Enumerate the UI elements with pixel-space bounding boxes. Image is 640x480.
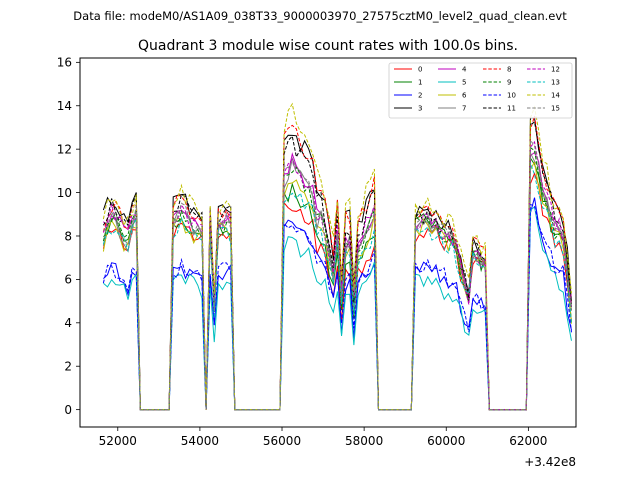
legend-label-10: 10 xyxy=(507,92,516,100)
x-tick-label: 58000 xyxy=(345,434,383,448)
plot-border xyxy=(79,57,577,428)
x-tick-label: 52000 xyxy=(99,434,137,448)
legend-label-3: 3 xyxy=(418,105,422,113)
series-line-5 xyxy=(103,205,572,411)
legend-label-2: 2 xyxy=(418,92,422,100)
suptitle: Data file: modeM0/AS1A09_038T33_90000039… xyxy=(73,9,567,23)
legend-label-12: 12 xyxy=(551,66,560,74)
legend-frame xyxy=(388,62,573,119)
legend-label-8: 8 xyxy=(507,66,511,74)
series-line-13 xyxy=(102,162,572,411)
series-line-8 xyxy=(102,115,572,411)
legend-label-15: 15 xyxy=(551,105,560,113)
y-tick-label: 10 xyxy=(57,186,72,200)
y-tick-label: 0 xyxy=(64,403,72,417)
chart-title: Quadrant 3 module wise count rates with … xyxy=(138,38,518,54)
series-line-14 xyxy=(102,102,572,411)
series-line-12 xyxy=(102,140,572,411)
series-line-15 xyxy=(103,138,572,411)
legend-label-7: 7 xyxy=(462,105,466,113)
x-tick-label: 60000 xyxy=(427,434,465,448)
y-tick-label: 4 xyxy=(64,316,72,330)
legend-label-5: 5 xyxy=(462,79,466,87)
y-tick-label: 2 xyxy=(64,360,72,374)
x-tick-label: 62000 xyxy=(509,434,547,448)
x-tick-label: 56000 xyxy=(263,434,301,448)
legend-label-11: 11 xyxy=(507,105,516,113)
legend-label-0: 0 xyxy=(418,66,422,74)
x-offset-label: +3.42e8 xyxy=(524,455,576,469)
y-tick-label: 12 xyxy=(57,142,72,156)
series-line-10 xyxy=(102,203,572,411)
legend-label-13: 13 xyxy=(551,79,560,87)
y-tick-label: 16 xyxy=(57,56,72,70)
legend-label-4: 4 xyxy=(462,66,467,74)
series-layer xyxy=(102,102,572,411)
legend-label-9: 9 xyxy=(507,79,511,87)
y-tick-label: 8 xyxy=(64,229,72,243)
x-tick-label: 54000 xyxy=(181,434,219,448)
plot-area: 52000 54000 56000 58000 60000 62000 024681012… xyxy=(57,56,577,469)
x-axis: 52000 54000 56000 58000 60000 62000 xyxy=(99,427,547,448)
legend-label-6: 6 xyxy=(462,92,467,100)
y-tick-label: 14 xyxy=(57,99,72,113)
series-line-1 xyxy=(103,156,572,411)
y-tick-label: 6 xyxy=(64,273,72,287)
y-axis: 0 2 4 6 8 10 12 14 16 xyxy=(57,56,80,417)
legend-label-1: 1 xyxy=(418,79,422,87)
legend-label-14: 14 xyxy=(551,92,560,100)
